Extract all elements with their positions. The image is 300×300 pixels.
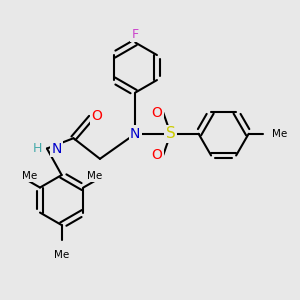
Text: Me: Me xyxy=(54,250,69,260)
Text: O: O xyxy=(91,109,102,123)
Text: N: N xyxy=(51,142,62,155)
Text: O: O xyxy=(151,106,162,120)
Text: H: H xyxy=(33,142,43,155)
Text: N: N xyxy=(130,127,140,141)
Text: Me: Me xyxy=(272,129,287,139)
Text: S: S xyxy=(166,126,176,141)
Text: Me: Me xyxy=(22,171,37,181)
Text: F: F xyxy=(132,28,139,41)
Text: O: O xyxy=(151,148,162,162)
Text: Me: Me xyxy=(86,171,102,181)
